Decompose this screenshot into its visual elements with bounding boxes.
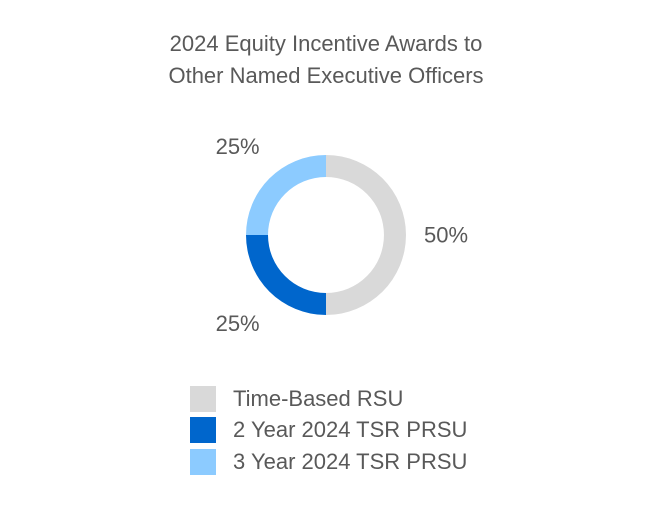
chart-title-line-1: 2024 Equity Incentive Awards to: [169, 31, 483, 56]
data-label: 25%: [216, 311, 260, 336]
legend-item-2-year-tsr-prsu: 2 Year 2024 TSR PRSU: [190, 415, 467, 447]
donut-slice-3-year-2024-tsr-prsu: [246, 155, 326, 235]
chart-legend: Time-Based RSU 2 Year 2024 TSR PRSU 3 Ye…: [190, 383, 467, 478]
legend-label: 3 Year 2024 TSR PRSU: [233, 448, 468, 474]
legend-swatch: [190, 385, 216, 412]
legend-item-3-year-tsr-prsu: 3 Year 2024 TSR PRSU: [190, 446, 467, 478]
data-label: 50%: [424, 223, 468, 248]
donut-slice-2-year-2024-tsr-prsu: [246, 235, 326, 315]
donut-slice-time-based-rsu: [326, 155, 406, 315]
legend-swatch: [190, 448, 216, 475]
legend-label: Time-Based RSU: [233, 385, 404, 411]
data-label: 25%: [216, 134, 260, 159]
chart-title-line-2: Other Named Executive Officers: [168, 63, 484, 88]
legend-swatch: [190, 417, 216, 444]
legend-item-time-based-rsu: Time-Based RSU: [190, 383, 467, 415]
chart-title: 2024 Equity Incentive Awards to Other Na…: [0, 28, 652, 92]
legend-label: 2 Year 2024 TSR PRSU: [233, 417, 468, 443]
